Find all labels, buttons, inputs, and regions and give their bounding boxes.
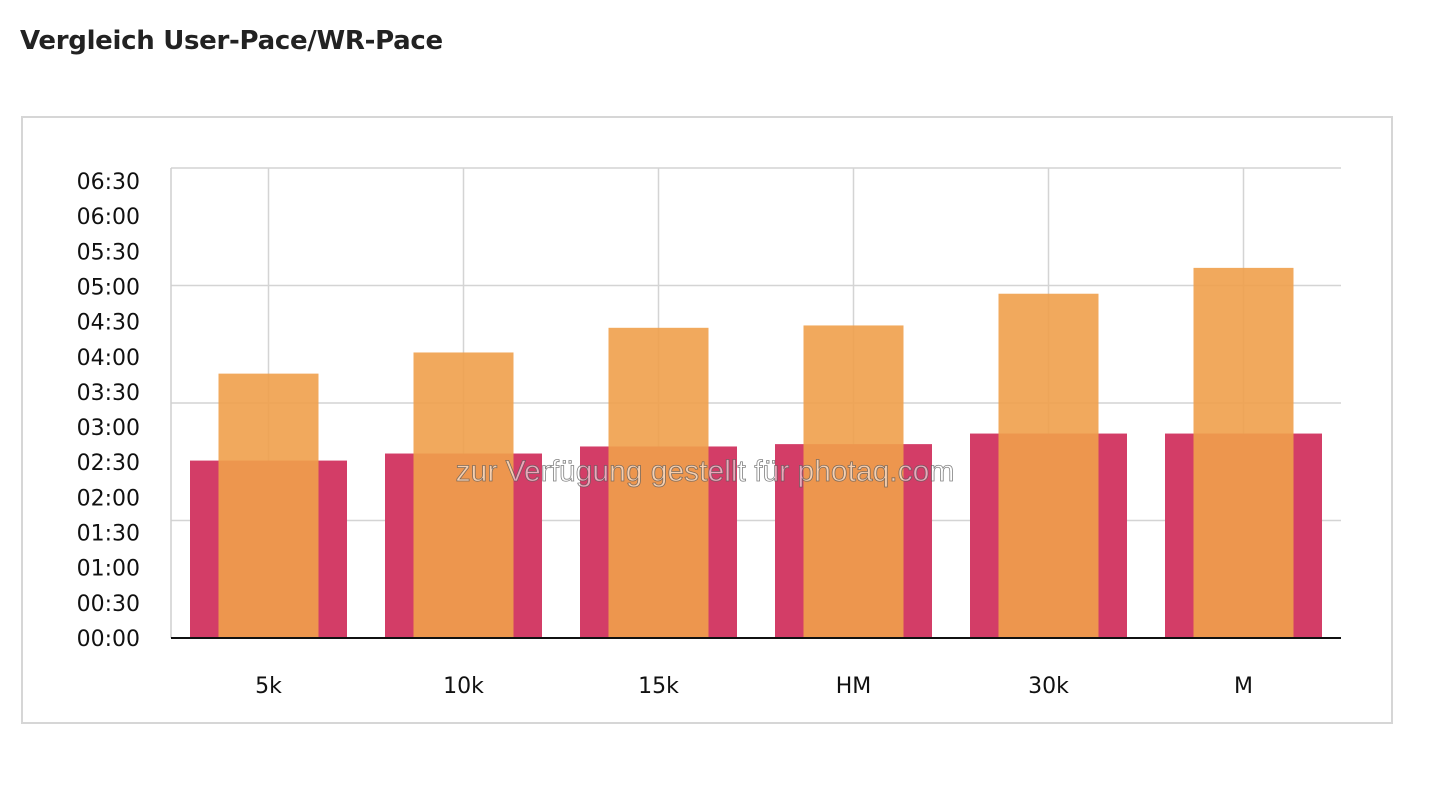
y-tick-label: 00:30: [77, 592, 140, 617]
y-tick-label: 03:30: [77, 381, 140, 406]
x-tick-label-30k: 30k: [1028, 674, 1069, 699]
axis-layer: [170, 168, 1341, 639]
bar-series-2-HM: [803, 325, 904, 638]
bar-series-2-15k: [608, 327, 709, 638]
bar-series-2-5k: [218, 373, 319, 638]
y-tick-label: 01:00: [77, 557, 140, 582]
y-tick-label: 02:00: [77, 486, 140, 511]
x-tick-label-HM: HM: [836, 674, 872, 699]
y-tick-label: 06:30: [77, 170, 140, 195]
y-tick-label: 03:00: [77, 416, 140, 441]
x-tick-label-5k: 5k: [255, 674, 282, 699]
y-tick-label: 04:30: [77, 311, 140, 336]
x-tick-label-M: M: [1234, 674, 1253, 699]
x-tick-label-10k: 10k: [443, 674, 484, 699]
y-tick-label: 04:00: [77, 346, 140, 371]
y-tick-label: 02:30: [77, 451, 140, 476]
y-tick-label: 01:30: [77, 522, 140, 547]
x-tick-label-15k: 15k: [638, 674, 679, 699]
label-layer: 00:00 00:30 01:00 01:30 02:00 02:30 03:00 03:30…: [77, 170, 1253, 699]
y-tick-label: 06:00: [77, 205, 140, 230]
bars-layer: [190, 267, 1322, 638]
bar-series-2-10k: [413, 352, 514, 638]
page-title: Vergleich User-Pace/WR-Pace: [20, 26, 443, 56]
watermark-text: zur Verfügung gestellt für photaq.com: [456, 455, 955, 488]
bar-series-2-M: [1193, 267, 1294, 638]
y-tick-label: 05:00: [77, 275, 140, 300]
y-tick-label: 00:00: [77, 627, 140, 652]
bar-series-2-30k: [998, 293, 1099, 638]
y-tick-label: 05:30: [77, 240, 140, 265]
